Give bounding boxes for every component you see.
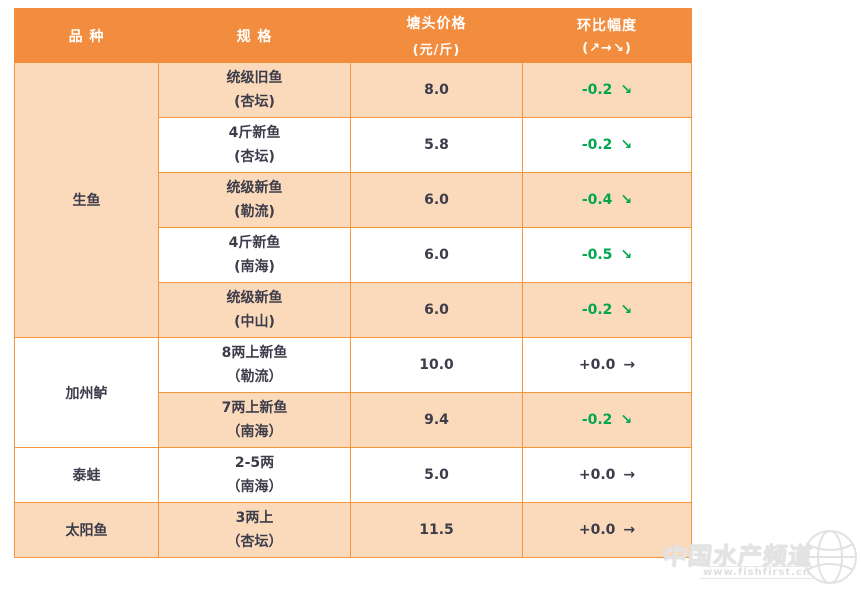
- header-change-legend: (↗→↘): [582, 41, 632, 56]
- spec-name: 3两上: [235, 510, 274, 526]
- price-cell: 6.0: [350, 172, 523, 228]
- spec-name: 统级新鱼: [226, 180, 283, 196]
- change-value: +0.0 →: [578, 522, 636, 538]
- change-value: -0.2 ↘: [581, 82, 633, 98]
- change-value: -0.2 ↘: [581, 302, 633, 318]
- spec-origin: (杏坛): [234, 149, 275, 165]
- change-value: -0.2 ↘: [581, 412, 633, 428]
- header-spec: 规 格: [158, 8, 351, 63]
- spec-origin: (南海): [234, 259, 275, 275]
- table-row: 7两上新鱼 （南海） 9.4 -0.2 ↘: [15, 392, 692, 448]
- change-cell: +0.0 →: [522, 502, 692, 558]
- trend-flat-icon: →: [623, 467, 636, 483]
- change-value: +0.0 →: [578, 467, 636, 483]
- globe-icon: [803, 530, 857, 584]
- change-cell: -0.2 ↘: [522, 62, 692, 118]
- spec-cell: 统级旧鱼 (杏坛): [158, 62, 351, 118]
- table-row: 统级新鱼 (勒流) 6.0 -0.4 ↘: [15, 172, 692, 228]
- trend-down-icon: ↘: [620, 82, 633, 98]
- watermark-url: www.fishfirst.cn: [699, 566, 816, 579]
- trend-flat-icon: →: [623, 357, 636, 373]
- table-row: 统级新鱼 (中山) 6.0 -0.2 ↘: [15, 282, 692, 338]
- table-body: 生鱼 统级旧鱼 (杏坛) 8.0 -0.2 ↘ 4斤新鱼 (杏坛) 5.8 -0.2 ↘ 统级新鱼 (勒…: [14, 62, 692, 558]
- header-price-unit: (元/斤): [412, 43, 461, 58]
- spec-cell: 3两上 （杏坛）: [158, 502, 351, 558]
- watermark: 中国水产频道 www.fishfirst.cn: [661, 530, 859, 586]
- spec-name: 4斤新鱼: [228, 235, 281, 251]
- spec-origin: （南海）: [226, 479, 283, 495]
- change-cell: -0.2 ↘: [522, 282, 692, 338]
- header-species-label: 品 种: [68, 28, 105, 45]
- header-price-label: 塘头价格: [406, 16, 467, 32]
- spec-name: 2-5两: [234, 455, 275, 471]
- change-cell: -0.5 ↘: [522, 227, 692, 283]
- spec-cell: 统级新鱼 (勒流): [158, 172, 351, 228]
- price-cell: 10.0: [350, 337, 523, 393]
- spec-cell: 8两上新鱼 （勒流）: [158, 337, 351, 393]
- table-row: 泰蛙 2-5两 （南海） 5.0 +0.0 →: [14, 447, 692, 503]
- spec-origin: （南海）: [226, 424, 283, 440]
- header-spec-label: 规 格: [236, 28, 273, 45]
- price-cell: 8.0: [350, 62, 523, 118]
- spec-name: 7两上新鱼: [221, 400, 288, 416]
- price-cell: 11.5: [350, 502, 523, 558]
- spec-origin: (中山): [234, 314, 275, 330]
- trend-down-icon: ↘: [620, 192, 633, 208]
- spec-name: 统级新鱼: [226, 290, 283, 306]
- trend-flat-icon: →: [623, 522, 636, 538]
- header-row: 品 种 规 格 塘头价格 (元/斤) 环比幅度 (↗→↘): [14, 8, 692, 63]
- price-cell: 9.4: [350, 392, 523, 448]
- trend-down-icon: ↘: [620, 412, 633, 428]
- table-row: 加州鲈 8两上新鱼 （勒流） 10.0 +0.0 →: [14, 337, 692, 448]
- change-cell: +0.0 →: [522, 337, 692, 393]
- trend-down-icon: ↘: [620, 247, 633, 263]
- spec-name: 统级旧鱼: [226, 70, 283, 86]
- table-header: 品 种 规 格 塘头价格 (元/斤) 环比幅度 (↗→↘): [14, 8, 692, 63]
- price-cell: 5.8: [350, 117, 523, 173]
- species-cell: 泰蛙: [14, 447, 159, 503]
- header-change: 环比幅度 (↗→↘): [522, 8, 692, 63]
- spec-cell: 4斤新鱼 (杏坛): [158, 117, 351, 173]
- change-value: -0.2 ↘: [581, 137, 633, 153]
- spec-origin: （勒流）: [226, 369, 283, 385]
- change-cell: -0.4 ↘: [522, 172, 692, 228]
- spec-name: 8两上新鱼: [221, 345, 288, 361]
- species-cell: 太阳鱼: [14, 502, 159, 558]
- table-row: 4斤新鱼 (南海) 6.0 -0.5 ↘: [15, 227, 692, 283]
- spec-cell: 7两上新鱼 （南海）: [158, 392, 351, 448]
- header-change-label: 环比幅度: [577, 18, 637, 34]
- price-cell: 5.0: [350, 447, 523, 503]
- trend-down-icon: ↘: [620, 137, 633, 153]
- species-cell: 加州鲈: [14, 337, 159, 448]
- spec-cell: 2-5两 （南海）: [158, 447, 351, 503]
- change-cell: -0.2 ↘: [522, 392, 692, 448]
- change-value: -0.4 ↘: [581, 192, 633, 208]
- header-price: 塘头价格 (元/斤): [350, 8, 523, 63]
- spec-origin: （杏坛）: [226, 534, 283, 550]
- spec-cell: 统级新鱼 (中山): [158, 282, 351, 338]
- price-cell: 6.0: [350, 227, 523, 283]
- change-value: +0.0 →: [578, 357, 636, 373]
- table-row: 4斤新鱼 (杏坛) 5.8 -0.2 ↘: [15, 117, 692, 173]
- spec-name: 4斤新鱼: [228, 125, 281, 141]
- price-cell: 6.0: [350, 282, 523, 338]
- change-cell: +0.0 →: [522, 447, 692, 503]
- trend-down-icon: ↘: [620, 302, 633, 318]
- change-value: -0.5 ↘: [581, 247, 633, 263]
- change-cell: -0.2 ↘: [522, 117, 692, 173]
- header-species: 品 种: [14, 8, 159, 63]
- table-row: 太阳鱼 3两上 （杏坛） 11.5 +0.0 →: [14, 502, 692, 558]
- table-row: 生鱼 统级旧鱼 (杏坛) 8.0 -0.2 ↘: [14, 62, 692, 338]
- spec-origin: (杏坛): [234, 94, 275, 110]
- species-cell: 生鱼: [14, 62, 159, 338]
- spec-origin: (勒流): [234, 204, 275, 220]
- fish-price-table: 品 种 规 格 塘头价格 (元/斤) 环比幅度 (↗→↘) 生鱼 统级旧鱼 (杏坛)…: [14, 8, 692, 558]
- spec-cell: 4斤新鱼 (南海): [158, 227, 351, 283]
